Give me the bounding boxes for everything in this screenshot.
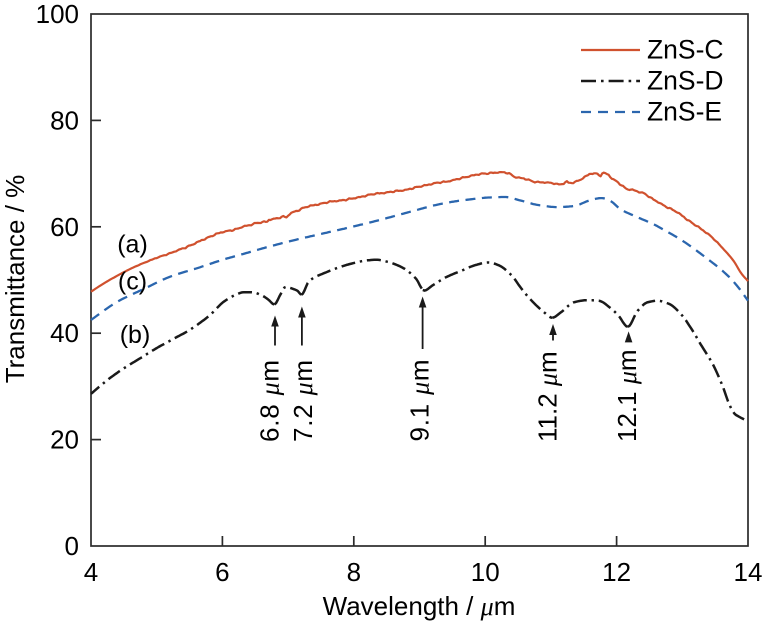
svg-text:0: 0 — [65, 531, 79, 561]
svg-text:ZnS-E: ZnS-E — [647, 97, 722, 127]
svg-text:Wavelength / μm: Wavelength / μm — [323, 591, 516, 621]
svg-text:20: 20 — [50, 425, 79, 455]
svg-text:12.1 μm: 12.1 μm — [612, 349, 642, 442]
svg-text:6: 6 — [215, 557, 229, 587]
svg-text:4: 4 — [84, 557, 98, 587]
svg-text:10: 10 — [471, 557, 500, 587]
svg-text:ZnS-D: ZnS-D — [647, 66, 724, 96]
svg-text:12: 12 — [602, 557, 631, 587]
svg-text:(c): (c) — [118, 268, 147, 296]
svg-text:ZnS-C: ZnS-C — [647, 35, 724, 65]
svg-text:9.1 μm: 9.1 μm — [404, 359, 434, 442]
svg-text:40: 40 — [50, 318, 79, 348]
svg-text:6.8 μm: 6.8 μm — [254, 359, 284, 442]
svg-text:7.2 μm: 7.2 μm — [288, 359, 318, 442]
svg-text:100: 100 — [36, 0, 79, 29]
svg-text:Transmittance / %: Transmittance / % — [0, 175, 30, 384]
svg-text:14: 14 — [734, 557, 763, 587]
svg-text:60: 60 — [50, 212, 79, 242]
svg-text:80: 80 — [50, 105, 79, 135]
svg-text:(a): (a) — [117, 231, 148, 259]
svg-text:11.2 μm: 11.2 μm — [532, 351, 562, 442]
svg-text:8: 8 — [347, 557, 361, 587]
svg-text:(b): (b) — [120, 321, 151, 349]
